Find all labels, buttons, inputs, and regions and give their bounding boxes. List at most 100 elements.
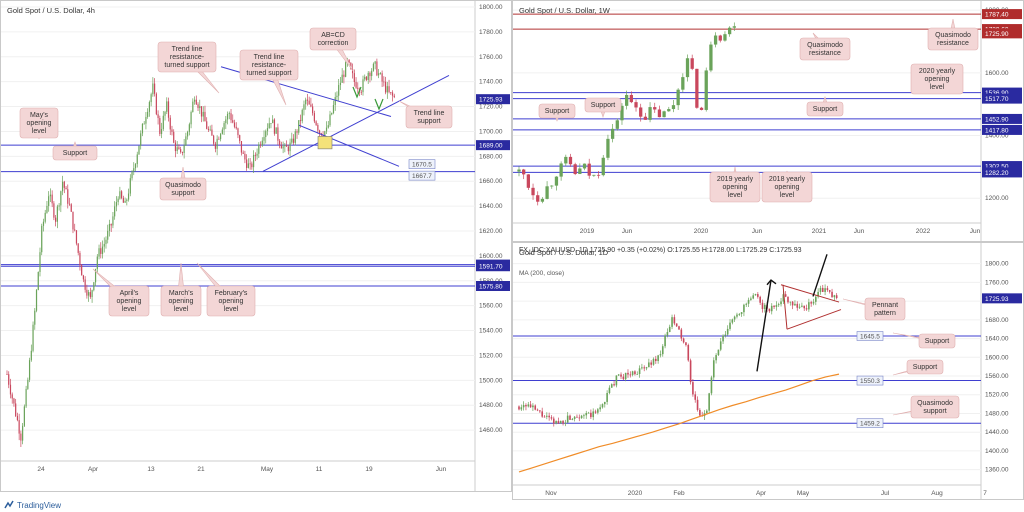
candle-body bbox=[107, 230, 109, 240]
candle-body bbox=[298, 120, 300, 133]
candle-body bbox=[529, 404, 532, 408]
candle-body bbox=[242, 152, 244, 154]
candle-body bbox=[273, 119, 276, 134]
x-tick-label: 21 bbox=[197, 466, 205, 473]
tradingview-icon bbox=[4, 500, 14, 509]
callout-text: resistance- bbox=[170, 54, 205, 61]
weekly-chart-panel[interactable]: 1800.001600.001400.001200.002019Jun2020J… bbox=[512, 0, 1024, 242]
candle-body bbox=[108, 223, 111, 231]
candle-body bbox=[256, 153, 258, 156]
candle-body bbox=[39, 252, 41, 273]
candle-body bbox=[606, 138, 610, 158]
callout-text: Support bbox=[545, 108, 570, 115]
x-tick-label: May bbox=[797, 490, 810, 497]
x-tick-label: Jun bbox=[854, 228, 865, 235]
candle-body bbox=[826, 288, 829, 291]
candle-body bbox=[190, 112, 192, 125]
candle-body bbox=[8, 374, 10, 385]
h4-chart-panel[interactable]: 1800.00 1780.00 1760.00 1740.00 1720.00 1700.… bbox=[0, 0, 512, 492]
price-tag-label: 1452.90 bbox=[985, 116, 1009, 123]
candle-body bbox=[681, 77, 685, 90]
candle-body bbox=[390, 92, 392, 93]
price-tag-label: 1575.80 bbox=[479, 284, 503, 291]
callout-text: Trend line bbox=[172, 46, 203, 53]
callout-text: Support bbox=[63, 150, 88, 157]
candle-body bbox=[154, 83, 156, 94]
candle-body bbox=[622, 376, 625, 380]
price-tag bbox=[982, 113, 1022, 124]
candle-body bbox=[791, 301, 794, 306]
tradingview-logo[interactable]: TradingView bbox=[4, 498, 61, 512]
candle-body bbox=[13, 398, 15, 404]
x-tick-label: May bbox=[261, 466, 274, 473]
candle-body bbox=[578, 168, 582, 175]
candle-body bbox=[747, 299, 750, 304]
candle-body bbox=[522, 404, 525, 408]
candle-body bbox=[126, 199, 128, 201]
candle-body bbox=[692, 382, 694, 395]
candle-body bbox=[821, 287, 824, 292]
candle-body bbox=[117, 198, 119, 203]
candle-body bbox=[18, 420, 20, 434]
chart-title: Gold Spot / U.S. Dollar, 1W bbox=[519, 6, 611, 15]
candle-body bbox=[680, 329, 683, 339]
callout-text: 2018 yearly bbox=[769, 176, 806, 183]
price-tag bbox=[982, 167, 1022, 178]
candle-body bbox=[186, 131, 189, 137]
candle-body bbox=[539, 410, 541, 412]
daily-chart-panel[interactable]: 1800.001760.001720.001680.001640.001600.… bbox=[512, 242, 1024, 500]
candle-body bbox=[768, 308, 771, 312]
candle-body bbox=[592, 411, 595, 418]
candle-body bbox=[723, 34, 727, 41]
candle-body bbox=[207, 128, 210, 130]
candle-body bbox=[93, 282, 95, 291]
candle-body bbox=[634, 102, 638, 108]
candle-body bbox=[308, 100, 310, 105]
candle-body bbox=[620, 374, 622, 377]
candle-body bbox=[331, 112, 333, 115]
candle-body bbox=[209, 129, 211, 131]
level-box bbox=[408, 159, 436, 169]
candle-body bbox=[67, 189, 69, 204]
candle-body bbox=[576, 416, 578, 418]
candle-body bbox=[195, 99, 197, 105]
candle-body bbox=[280, 145, 282, 149]
pennant-line bbox=[786, 309, 842, 330]
candle-body bbox=[266, 128, 269, 132]
y-tick-label: 1360.00 bbox=[985, 467, 1009, 474]
candle-body bbox=[291, 138, 293, 143]
price-tag-label: 1591.70 bbox=[479, 264, 503, 271]
candle-body bbox=[585, 413, 588, 416]
y-tick-label: 1200.00 bbox=[985, 195, 1009, 202]
candle-body bbox=[329, 114, 331, 126]
candle-body bbox=[180, 149, 182, 152]
candle-body bbox=[580, 415, 583, 419]
price-tag-label: 1725.90 bbox=[985, 31, 1009, 38]
y-tick-label: 1680.00 bbox=[985, 317, 1009, 324]
x-tick-label: 2020 bbox=[694, 228, 709, 235]
candle-body bbox=[110, 223, 112, 226]
x-tick-label: 2021 bbox=[812, 228, 827, 235]
candle-body bbox=[810, 302, 812, 304]
candle-body bbox=[35, 289, 38, 311]
candle-body bbox=[299, 120, 302, 122]
candle-body bbox=[696, 399, 699, 410]
candle-body bbox=[617, 374, 620, 376]
price-tag bbox=[982, 28, 1022, 39]
candle-body bbox=[599, 407, 601, 410]
candle-body bbox=[41, 225, 43, 253]
candle-body bbox=[259, 144, 262, 146]
candle-body bbox=[733, 316, 736, 320]
callout-box bbox=[52, 145, 98, 161]
candle-body bbox=[532, 405, 534, 408]
candle-body bbox=[63, 181, 65, 188]
candle-body bbox=[148, 102, 151, 112]
callout-box bbox=[761, 171, 813, 203]
candle-body bbox=[282, 146, 284, 149]
candle-body bbox=[272, 119, 274, 124]
pennant-line bbox=[782, 284, 788, 330]
candle-body bbox=[805, 308, 808, 310]
callout-box bbox=[157, 41, 217, 73]
x-tick-label: 19 bbox=[365, 466, 373, 473]
y-tick-label: 1640.00 bbox=[985, 336, 1009, 343]
